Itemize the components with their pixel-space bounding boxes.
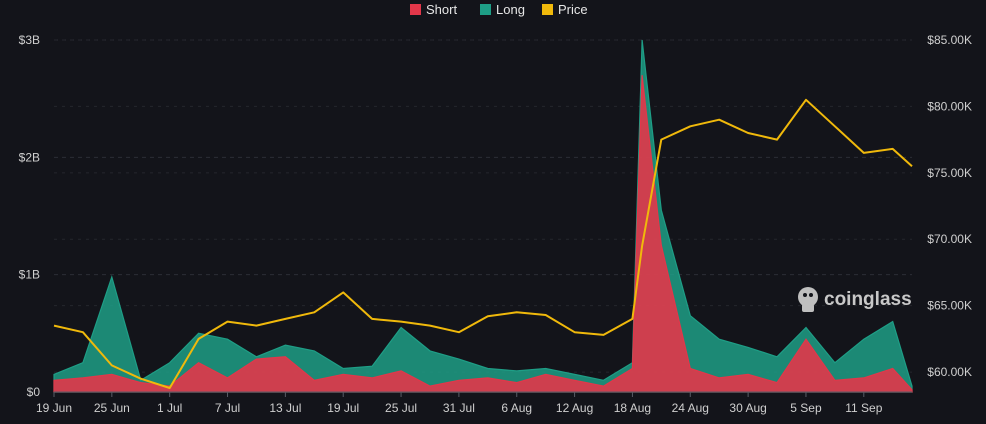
x-tick-label: 30 Aug [729, 401, 766, 415]
y-right-tick-label: $85.00K [927, 33, 972, 47]
grid-lines [54, 39, 912, 393]
y-axis-right: $60.00K $65.00K $70.00K $75.00K $80.00K $85.0… [927, 33, 972, 379]
x-tick-label: 19 Jul [327, 401, 359, 415]
x-tick-label: 19 Jun [36, 401, 72, 415]
y-left-tick-label: $2B [19, 150, 40, 164]
x-tick-label: 5 Sep [790, 401, 822, 415]
legend-label: Long [496, 2, 525, 17]
series-long-area [53, 39, 913, 393]
legend-swatch [410, 4, 421, 15]
x-tick-label: 6 Aug [501, 401, 532, 415]
legend-item-long[interactable]: Long [480, 2, 525, 17]
y-right-tick-label: $65.00K [927, 299, 972, 313]
x-tick-label: 13 Jul [269, 401, 301, 415]
series-price-line [53, 98, 913, 389]
x-tick-label: 25 Jun [94, 401, 130, 415]
y-axis-left: $0 $1B $2B $3B [19, 33, 41, 399]
y-left-tick-label: $0 [27, 385, 41, 399]
legend-label: Short [426, 2, 457, 17]
x-tick-label: 24 Aug [672, 401, 709, 415]
y-left-tick-label: $3B [19, 33, 40, 47]
y-right-tick-label: $75.00K [927, 166, 972, 180]
x-axis: 19 Jun 25 Jun 1 Jul 7 Jul 13 Jul 19 Jul 25 Jul… [36, 391, 912, 415]
price-series [53, 98, 913, 389]
x-tick-label: 7 Jul [215, 401, 240, 415]
legend-item-price[interactable]: Price [542, 2, 588, 17]
plot-area [53, 39, 913, 393]
y-right-tick-label: $80.00K [927, 99, 972, 113]
legend[interactable]: Short Long Price [410, 2, 588, 17]
series-short-area [53, 75, 913, 393]
legend-item-short[interactable]: Short [410, 2, 457, 17]
y-left-tick-label: $1B [19, 268, 40, 282]
x-tick-label: 18 Aug [614, 401, 651, 415]
y-right-tick-label: $60.00K [927, 365, 972, 379]
x-tick-label: 11 Sep [845, 401, 882, 415]
x-tick-label: 31 Jul [443, 401, 475, 415]
watermark-text: coinglass [824, 289, 912, 310]
legend-label: Price [558, 2, 588, 17]
y-right-tick-label: $70.00K [927, 232, 972, 246]
coinglass-logo-icon [798, 287, 818, 312]
legend-swatch [542, 4, 553, 15]
x-tick-label: 1 Jul [157, 401, 182, 415]
legend-swatch [480, 4, 491, 15]
x-tick-label: 12 Aug [556, 401, 593, 415]
coinglass-watermark: coinglass [798, 287, 912, 312]
x-tick-label: 25 Jul [385, 401, 417, 415]
